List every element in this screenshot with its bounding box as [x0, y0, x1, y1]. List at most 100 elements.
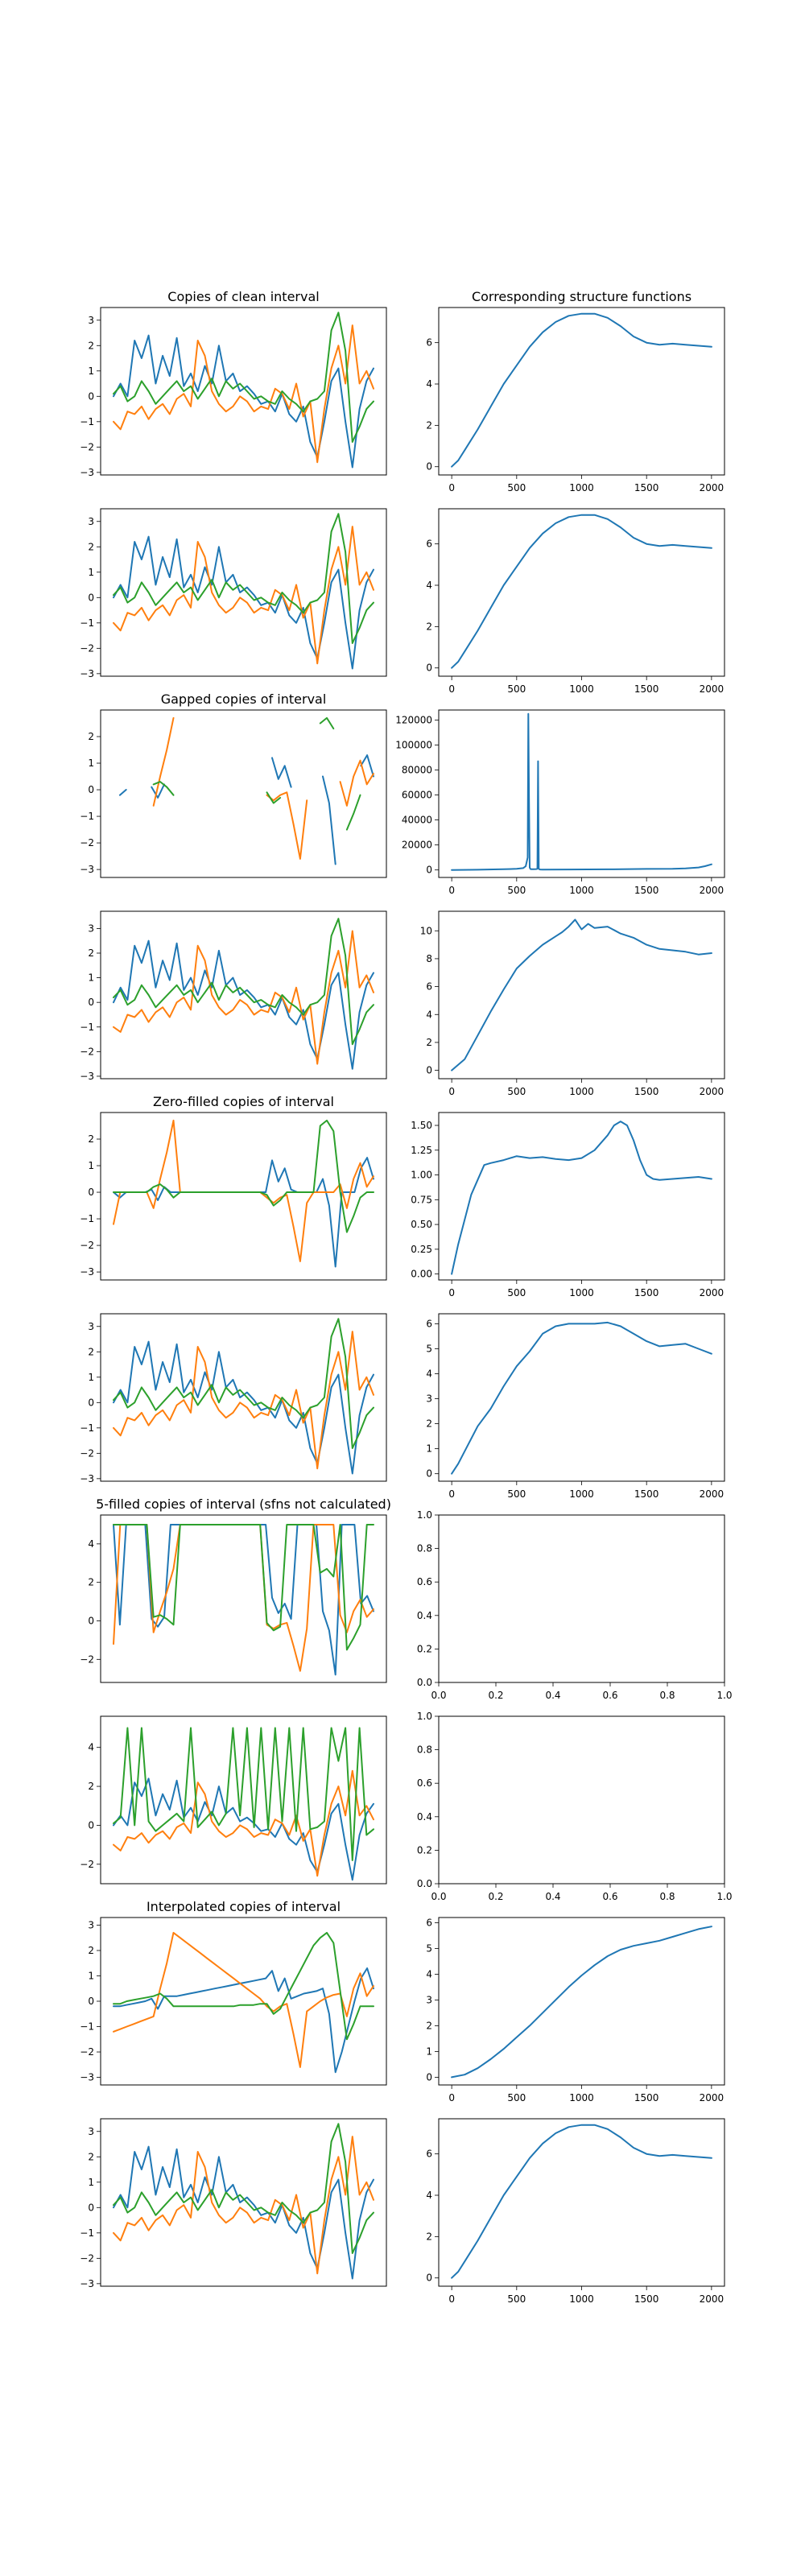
y-tick-label: −3	[80, 1266, 94, 1278]
x-tick-label: 2000	[700, 1287, 724, 1298]
y-tick-label: 2	[88, 2151, 94, 2162]
axes-frame	[100, 307, 387, 476]
y-tick-label: −1	[80, 416, 94, 427]
y-tick-label: 6	[426, 337, 432, 349]
x-tick-label: 1500	[634, 2293, 659, 2305]
y-tick-label: 6	[426, 1318, 432, 1329]
y-tick-label: 4	[426, 1009, 432, 1020]
axes-frame	[100, 1313, 387, 1482]
series-line-blue	[113, 1777, 374, 1881]
y-tick-label: 0	[426, 2071, 432, 2083]
panel-row10-right: 0 2 4 6 0 500 1000 1500 2000	[426, 2118, 725, 2305]
panel-row3-left: −3 −2 −1 0 1 2 Gapped copies of interval	[80, 691, 387, 878]
series-line-orange	[113, 1331, 374, 1470]
axes-frame	[100, 709, 387, 878]
y-tick-label: 0	[426, 1065, 432, 1076]
x-tick-label: 2000	[700, 2293, 724, 2305]
y-tick-label: −2	[80, 837, 94, 848]
panel-row4-right: 0 2 4 6 8 10 0 500 1000 1500 2000	[420, 910, 725, 1097]
y-tick-label: −1	[80, 1022, 94, 1033]
series-line-blue	[113, 535, 374, 670]
y-tick-label: 1.00	[411, 1170, 432, 1181]
x-tick-label: 0.8	[659, 1690, 675, 1701]
y-tick-label: 60000	[402, 790, 432, 801]
y-tick-label: 2	[88, 1945, 94, 1956]
axes-frame	[100, 2118, 387, 2287]
y-tick-label: 40000	[402, 815, 432, 826]
y-tick-label: 1	[88, 1372, 94, 1383]
panel-row1-right: 0 2 4 6 0 500 1000 1500 2000 Corresponding struct…	[426, 289, 725, 493]
y-tick-label: −3	[80, 864, 94, 875]
series-line-blue	[113, 2145, 374, 2280]
axes-frame	[100, 508, 387, 677]
axes-frame	[100, 1715, 387, 1885]
y-tick-label: 2	[88, 340, 94, 351]
x-tick-label: 0	[448, 683, 455, 695]
axes-frame	[438, 1313, 725, 1482]
series-line-blue	[451, 1121, 712, 1275]
panel-row7-right: 0.0 0.2 0.4 0.6 0.8 1.0 0.0 0.2 0.4 0.6 0.8 1.0	[417, 1509, 733, 1701]
y-tick-label: −1	[80, 2021, 94, 2033]
panel-row9-left: −3 −2 −1 0 1 2 3 Interpolated copies of interva…	[80, 1899, 387, 2086]
x-tick-label: 0.6	[602, 1891, 617, 1902]
y-tick-label: 2	[88, 1346, 94, 1357]
series-line-orange	[113, 526, 374, 665]
y-tick-label: 4	[426, 2190, 432, 2201]
x-tick-label: 1.0	[716, 1891, 732, 1902]
y-tick-label: 2	[426, 2020, 432, 2031]
y-tick-label: 4	[426, 1968, 432, 1979]
y-tick-label: 0	[88, 997, 94, 1008]
series-line-blue	[451, 312, 712, 468]
axes-frame	[438, 508, 725, 677]
x-tick-label: 0	[448, 1488, 455, 1500]
x-tick-label: 0	[448, 1086, 455, 1097]
axes-frame	[438, 1917, 725, 2086]
y-tick-label: 1	[88, 365, 94, 377]
panel-title: 5-filled copies of interval (sfns not ca…	[96, 1496, 391, 1512]
y-tick-label: −2	[80, 1240, 94, 1251]
y-tick-label: 2	[88, 1577, 94, 1588]
panel-row6-left: −3 −2 −1 0 1 2 3	[80, 1313, 387, 1484]
x-tick-label: 0	[448, 1287, 455, 1298]
series-line-green	[113, 1119, 374, 1233]
y-tick-label: 10	[420, 925, 432, 936]
axes-frame	[438, 709, 725, 878]
y-tick-label: −1	[80, 1213, 94, 1224]
x-tick-label: 1000	[569, 2092, 594, 2103]
y-tick-label: 3	[88, 1321, 94, 1332]
x-tick-label: 1000	[569, 1488, 594, 1500]
x-tick-label: 1500	[634, 885, 659, 896]
x-tick-label: 0.0	[431, 1891, 446, 1902]
y-tick-label: 1.25	[411, 1145, 432, 1156]
x-tick-label: 500	[507, 1488, 526, 1500]
x-tick-label: 0.8	[659, 1891, 675, 1902]
panel-row7-left: −2 0 2 4 5-filled copies of interval (sfns n…	[80, 1496, 391, 1683]
y-tick-label: 3	[426, 1994, 432, 2005]
x-tick-label: 500	[507, 482, 526, 493]
x-tick-label: 1500	[634, 1287, 659, 1298]
series-line-green	[113, 1727, 374, 1861]
y-tick-label: 2	[88, 1133, 94, 1145]
x-tick-label: 0	[448, 482, 455, 493]
y-tick-label: 0.25	[411, 1244, 432, 1255]
y-tick-label: 0.75	[411, 1194, 432, 1205]
y-tick-label: −3	[80, 668, 94, 679]
series-line-orange	[113, 930, 374, 1065]
series-line-orange	[113, 1769, 374, 1877]
panel-row6-right: 0 1 2 3 4 5 6 0 500 1000 1500 2000	[426, 1313, 725, 1500]
y-tick-label: 0	[88, 784, 94, 795]
y-tick-label: 0.6	[417, 1777, 432, 1789]
panel-row4-left: −3 −2 −1 0 1 2 3	[80, 910, 387, 1082]
x-tick-label: 0.6	[602, 1690, 617, 1701]
y-tick-label: 120000	[395, 714, 432, 725]
series-line-blue	[451, 1926, 712, 2079]
x-tick-label: 1000	[569, 683, 594, 695]
y-tick-label: 2	[88, 1781, 94, 1792]
series-line-green	[113, 918, 374, 1046]
series-line-blue	[451, 514, 712, 669]
y-tick-label: 2	[426, 1037, 432, 1048]
series-line-blue	[113, 1340, 374, 1475]
y-tick-label: 0	[88, 1819, 94, 1831]
series-line-blue	[118, 754, 374, 865]
